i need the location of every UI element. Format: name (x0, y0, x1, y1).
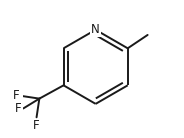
Text: N: N (91, 23, 100, 36)
Text: F: F (13, 89, 19, 102)
Text: F: F (15, 102, 22, 115)
Text: F: F (33, 119, 40, 132)
